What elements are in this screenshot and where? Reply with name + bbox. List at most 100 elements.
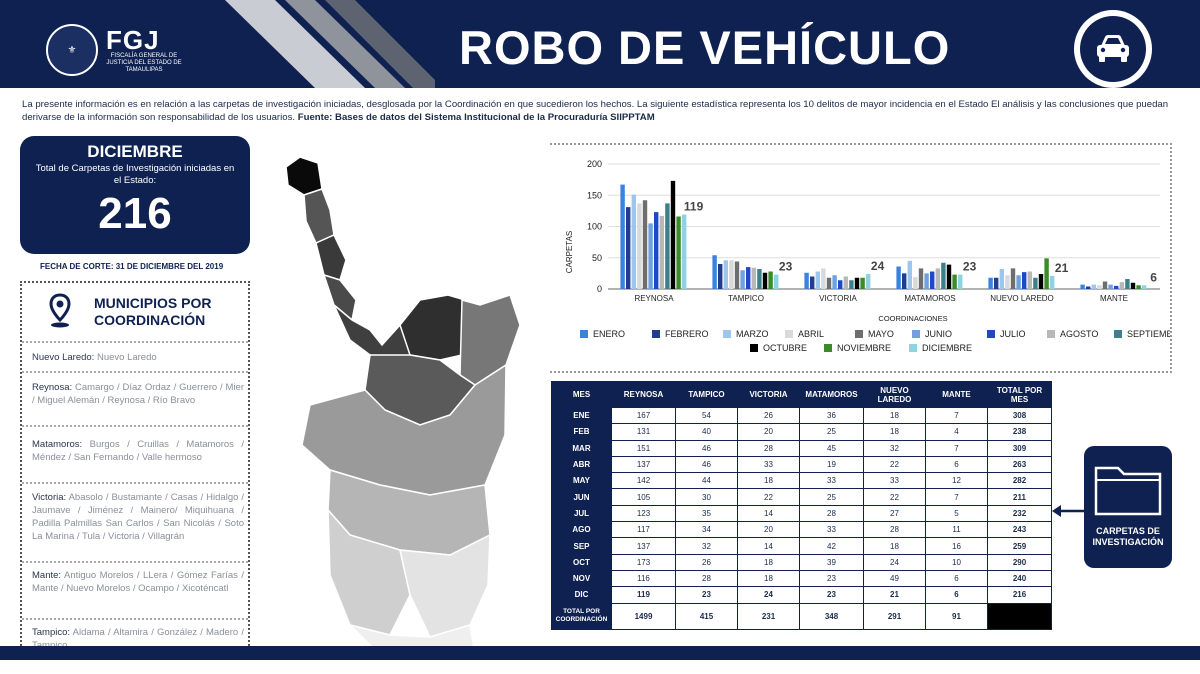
source-note: Fuente: Bases de datos del Sistema Insti…: [297, 112, 655, 123]
legend-label: ABRIL: [798, 329, 824, 339]
legend-label: JULIO: [1000, 329, 1026, 339]
bar-diciembre-matamoros: [958, 274, 963, 289]
table-cell: 7: [925, 406, 988, 425]
table-cell: 137: [611, 537, 676, 555]
table-cell: 123: [611, 504, 676, 523]
bar-junio-mante: [1108, 284, 1113, 289]
table-cell: 16: [925, 537, 988, 555]
month-cell: FEB: [551, 423, 612, 441]
x-axis-label: COORDINACIONES: [878, 314, 947, 323]
table-cell: 240: [987, 569, 1052, 588]
table-cell: 4: [925, 423, 988, 441]
month-cell: SEP: [551, 537, 612, 555]
bar-marzo-mante: [1091, 284, 1096, 289]
legend-swatch: [912, 330, 920, 338]
x-tick-label: VICTORIA: [819, 294, 857, 303]
car-badge: [1074, 10, 1152, 88]
table-cell: 24: [737, 586, 800, 604]
bar-octubre-matamoros: [946, 264, 952, 289]
page-title: ROBO DE VEHÍCULO: [459, 21, 951, 74]
table-cell: 28: [675, 569, 738, 588]
legend-swatch: [1047, 330, 1055, 338]
bar-mayo-victoria: [826, 277, 832, 289]
table-cell: 137: [611, 455, 676, 474]
bar-diciembre-reynosa: [682, 214, 687, 289]
bar-mayo-mante: [1102, 281, 1108, 289]
y-tick-label: 200: [587, 159, 602, 169]
bar-agosto-nuevo-laredo: [1027, 271, 1032, 289]
data-label-diciembre: 6: [1150, 270, 1157, 284]
table-cell: 25: [799, 488, 864, 506]
x-tick-label: NUEVO LAREDO: [990, 294, 1054, 303]
bar-junio-matamoros: [924, 273, 929, 289]
y-tick-label: 50: [592, 253, 602, 263]
bar-marzo-victoria: [815, 271, 820, 289]
table-cell: 151: [611, 439, 676, 457]
table-cell: 259: [987, 537, 1052, 555]
header-bar: [0, 0, 1200, 88]
bar-mayo-tampico: [734, 261, 740, 289]
bar-diciembre-victoria: [866, 274, 871, 289]
bar-abril-victoria: [821, 268, 826, 289]
y-tick-label: 0: [597, 284, 602, 294]
table-cell: 18: [737, 569, 800, 588]
bar-febrero-matamoros: [902, 273, 907, 289]
bar-noviembre-reynosa: [676, 216, 681, 289]
table-cell: 10: [925, 553, 988, 571]
bar-febrero-reynosa: [626, 207, 631, 289]
table-cell: 33: [799, 472, 864, 490]
municipio-row: Matamoros: Burgos / Cruillas / Matamoros…: [32, 439, 245, 463]
brand-subtitle: FISCALÍA GENERAL DE JUSTICIA DEL ESTADO …: [106, 52, 182, 73]
table-cell: 44: [675, 472, 738, 490]
x-tick-label: MATAMOROS: [904, 294, 955, 303]
bar-junio-victoria: [832, 275, 837, 289]
table-cell: 26: [675, 553, 738, 571]
legend-swatch: [723, 330, 731, 338]
data-label-diciembre: 21: [1055, 261, 1069, 275]
footer-cell: 415: [675, 602, 738, 630]
municipio-row: Reynosa: Camargo / Díaz Ordaz / Guerrero…: [32, 382, 244, 406]
table-cell: 25: [799, 423, 864, 441]
table-header: MATAMOROS: [799, 381, 864, 408]
bar-marzo-matamoros: [907, 260, 912, 289]
car-icon: [1080, 16, 1146, 82]
table-cell: 131: [611, 423, 676, 441]
municipio-row: Victoria: Abasolo / Bustamante / Casas /…: [32, 492, 244, 542]
legend-swatch: [855, 330, 863, 338]
table-cell: 243: [987, 521, 1052, 539]
footer-cell: 291: [863, 602, 926, 630]
table-cell: 142: [611, 472, 676, 490]
bar-septiembre-matamoros: [941, 262, 946, 289]
bar-julio-tampico: [746, 267, 751, 289]
legend-label: MARZO: [736, 329, 769, 339]
table-row: ENE 167 54 26 36 18 7 308: [551, 406, 1052, 425]
table-cell: 7: [925, 439, 988, 457]
month-description: Total de Carpetas de Investigación inici…: [35, 163, 235, 186]
table-cell: 39: [799, 553, 864, 571]
table-row: DIC 119 23 24 23 21 6 216: [551, 586, 1052, 604]
bar-noviembre-victoria: [860, 277, 865, 289]
bar-septiembre-nuevo-laredo: [1033, 277, 1038, 289]
month-cell: OCT: [551, 553, 612, 571]
bar-abril-tampico: [729, 260, 734, 289]
legend-label: FEBRERO: [665, 329, 709, 339]
table-cell: 282: [987, 472, 1052, 490]
legend-swatch: [652, 330, 660, 338]
bar-febrero-nuevo-laredo: [994, 277, 999, 289]
table-cell: 6: [925, 569, 988, 588]
bar-septiembre-mante: [1125, 279, 1130, 289]
table-header: MES: [551, 381, 612, 408]
logo: ⚜ FGJ FISCALÍA GENERAL DE JUSTICIA DEL E…: [46, 24, 182, 76]
tamaulipas-map: [285, 156, 521, 661]
bar-enero-mante: [1080, 284, 1085, 289]
intro-text: La presente información es en relación a…: [22, 98, 1182, 124]
bar-julio-mante: [1114, 285, 1119, 289]
bar-octubre-tampico: [762, 272, 768, 289]
bar-abril-nuevo-laredo: [1005, 275, 1010, 289]
table-cell: 46: [675, 455, 738, 474]
table-cell: 26: [737, 406, 800, 425]
bar-agosto-matamoros: [935, 268, 940, 289]
bar-agosto-tampico: [751, 267, 756, 289]
table-row: JUL 123 35 14 28 27 5 232: [551, 504, 1052, 523]
table-cell: 22: [737, 488, 800, 506]
